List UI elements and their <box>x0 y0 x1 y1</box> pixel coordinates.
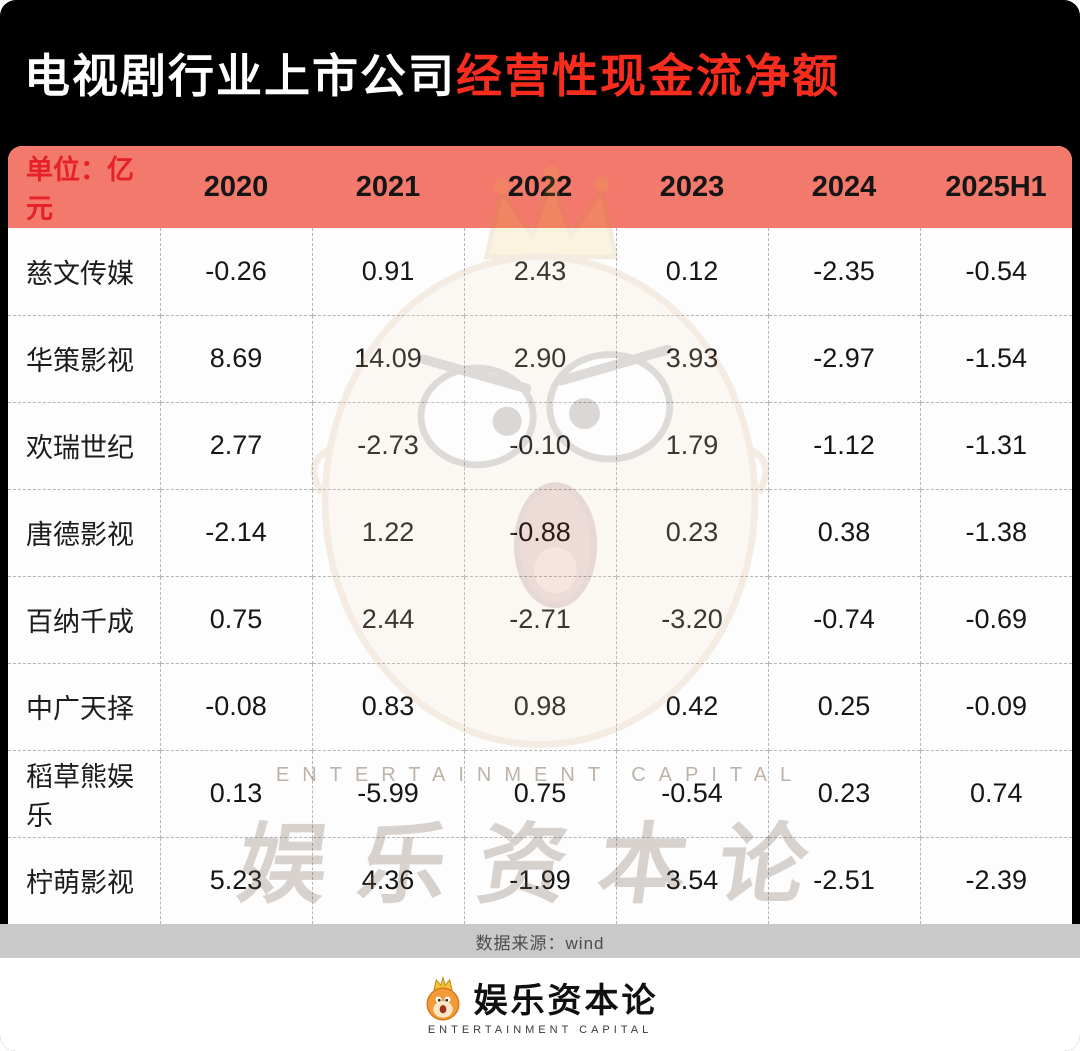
brand-lockup: 娱乐资本论 ENTERTAINMENT CAPITAL <box>422 973 659 1036</box>
brand-subtitle: ENTERTAINMENT CAPITAL <box>427 1024 653 1036</box>
value-cell: 2.44 <box>311 575 464 663</box>
table-row: 百纳千成 0.75 2.44 -2.71 -3.20 -0.74 -0.69 <box>8 575 1072 663</box>
value-cell: 2.90 <box>463 314 616 402</box>
column-header-2024: 2024 <box>768 146 920 228</box>
value-cell: -0.08 <box>159 662 312 750</box>
value-cell: 1.22 <box>311 488 464 576</box>
value-cell: 1.79 <box>615 401 768 489</box>
cashflow-table: 单位：亿元 2020 2021 2022 2023 2024 2025H1 慈文传媒 -0.… <box>8 146 1072 924</box>
value-cell: -2.14 <box>159 488 312 576</box>
page-title: 电视剧行业上市公司 经营性现金流净额 <box>0 0 1080 146</box>
unit-label: 单位：亿元 <box>8 146 160 228</box>
value-cell: 5.23 <box>159 836 312 924</box>
value-cell: -0.69 <box>919 575 1072 663</box>
company-name-cell: 稻草熊娱乐 <box>8 749 160 837</box>
brand-name: 娱乐资本论 <box>473 981 659 1021</box>
value-cell: 0.12 <box>615 228 768 315</box>
company-name-cell: 欢瑞世纪 <box>8 401 160 489</box>
brand-mascot-icon <box>426 975 459 1020</box>
value-cell: -1.54 <box>919 314 1072 402</box>
value-cell: 3.54 <box>615 836 768 924</box>
value-cell: 14.09 <box>311 314 464 402</box>
value-cell: 0.74 <box>919 749 1072 837</box>
column-header-2020: 2020 <box>160 146 312 228</box>
value-cell: -1.31 <box>919 401 1072 489</box>
value-cell: -2.35 <box>767 228 920 315</box>
column-header-2021: 2021 <box>312 146 464 228</box>
value-cell: -2.97 <box>767 314 920 402</box>
value-cell: 8.69 <box>159 314 312 402</box>
value-cell: 4.36 <box>311 836 464 924</box>
value-cell: -1.12 <box>767 401 920 489</box>
company-name-cell: 慈文传媒 <box>26 258 134 289</box>
table-row: 欢瑞世纪 2.77 -2.73 -0.10 1.79 -1.12 -1.31 <box>8 401 1072 489</box>
data-source-label: 数据来源：wind <box>475 933 605 953</box>
table-row: 柠萌影视 5.23 4.36 -1.99 3.54 -2.51 -2.39 <box>8 836 1072 924</box>
value-cell: -0.26 <box>159 228 312 315</box>
column-header-2022: 2022 <box>464 146 616 228</box>
value-cell: 0.38 <box>767 488 920 576</box>
value-cell: 0.98 <box>463 662 616 750</box>
company-name-cell: 中广天择 <box>8 662 160 750</box>
value-cell: -0.54 <box>919 228 1072 315</box>
value-cell: 2.43 <box>463 228 616 315</box>
value-cell: 0.23 <box>615 488 768 576</box>
value-cell: -2.39 <box>919 836 1072 924</box>
column-header-2023: 2023 <box>616 146 768 228</box>
value-cell: 3.93 <box>615 314 768 402</box>
value-cell: -1.38 <box>919 488 1072 576</box>
table-row: 华策影视 8.69 14.09 2.90 3.93 -2.97 -1.54 <box>8 314 1072 402</box>
value-cell: -0.74 <box>767 575 920 663</box>
page-title-accent: 经营性现金流净额 <box>456 50 840 102</box>
value-cell: 0.42 <box>615 662 768 750</box>
value-cell: 0.13 <box>159 749 312 837</box>
value-cell: -0.09 <box>919 662 1072 750</box>
value-cell: -0.88 <box>463 488 616 576</box>
value-cell: -5.99 <box>311 749 464 837</box>
value-cell: -2.73 <box>311 401 464 489</box>
table-row: 慈文传媒 -0.26 0.91 2.43 0.12 -2.35 -0.54 <box>8 228 1072 315</box>
value-cell: 0.75 <box>159 575 312 663</box>
table-body: 慈文传媒 -0.26 0.91 2.43 0.12 -2.35 -0.54 华策影视 8.69 1… <box>8 228 1072 924</box>
cashflow-table-card: 单位：亿元 2020 2021 2022 2023 2024 2025H1 慈文传媒 -0.… <box>8 146 1072 924</box>
brand-footer: 娱乐资本论 ENTERTAINMENT CAPITAL <box>0 958 1080 1051</box>
data-source-bar: 数据来源：wind <box>0 924 1080 958</box>
company-name-cell: 华策影视 <box>8 314 160 402</box>
value-cell: 0.23 <box>767 749 920 837</box>
table-header-row: 单位：亿元 2020 2021 2022 2023 2024 2025H1 <box>8 146 1072 228</box>
value-cell: 2.77 <box>159 401 312 489</box>
value-cell: -0.54 <box>615 749 768 837</box>
value-cell: 0.91 <box>311 228 464 315</box>
company-name-cell: 唐德影视 <box>8 488 160 576</box>
value-cell: -2.71 <box>463 575 616 663</box>
table-header: 单位：亿元 2020 2021 2022 2023 2024 2025H1 <box>8 146 1072 228</box>
page-title-main: 电视剧行业上市公司 <box>24 50 456 102</box>
value-cell: -2.51 <box>767 836 920 924</box>
value-cell: 0.83 <box>311 662 464 750</box>
value-cell: 0.75 <box>463 749 616 837</box>
column-header-2025h1: 2025H1 <box>920 146 1072 228</box>
table-row: 唐德影视 -2.14 1.22 -0.88 0.23 0.38 -1.38 <box>8 488 1072 576</box>
value-cell: -3.20 <box>615 575 768 663</box>
value-cell: -1.99 <box>463 836 616 924</box>
value-cell: -0.10 <box>463 401 616 489</box>
company-name-cell: 百纳千成 <box>8 575 160 663</box>
company-name-cell: 柠萌影视 <box>8 836 160 924</box>
table-row: 稻草熊娱乐 0.13 -5.99 0.75 -0.54 0.23 0.74 <box>8 749 1072 837</box>
value-cell: 0.25 <box>767 662 920 750</box>
table-row: 中广天择 -0.08 0.83 0.98 0.42 0.25 -0.09 <box>8 662 1072 750</box>
